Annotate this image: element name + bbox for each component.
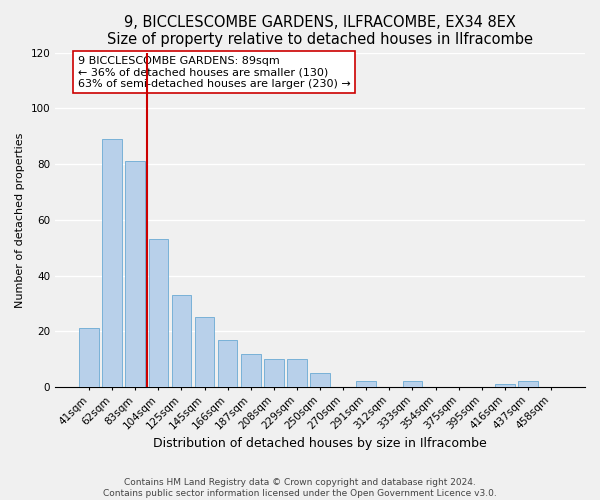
Title: 9, BICCLESCOMBE GARDENS, ILFRACOMBE, EX34 8EX
Size of property relative to detac: 9, BICCLESCOMBE GARDENS, ILFRACOMBE, EX3… — [107, 15, 533, 48]
Y-axis label: Number of detached properties: Number of detached properties — [15, 132, 25, 308]
Bar — [495, 384, 515, 387]
Bar — [149, 240, 168, 387]
Bar — [264, 359, 284, 387]
Text: 9 BICCLESCOMBE GARDENS: 89sqm
← 36% of detached houses are smaller (130)
63% of : 9 BICCLESCOMBE GARDENS: 89sqm ← 36% of d… — [77, 56, 350, 88]
Bar — [287, 359, 307, 387]
Text: Contains HM Land Registry data © Crown copyright and database right 2024.
Contai: Contains HM Land Registry data © Crown c… — [103, 478, 497, 498]
Bar — [310, 373, 330, 387]
X-axis label: Distribution of detached houses by size in Ilfracombe: Distribution of detached houses by size … — [153, 437, 487, 450]
Bar — [356, 382, 376, 387]
Bar — [241, 354, 260, 387]
Bar — [195, 318, 214, 387]
Bar — [79, 328, 99, 387]
Bar — [125, 162, 145, 387]
Bar — [103, 139, 122, 387]
Bar — [403, 382, 422, 387]
Bar — [218, 340, 238, 387]
Bar — [518, 382, 538, 387]
Bar — [172, 295, 191, 387]
